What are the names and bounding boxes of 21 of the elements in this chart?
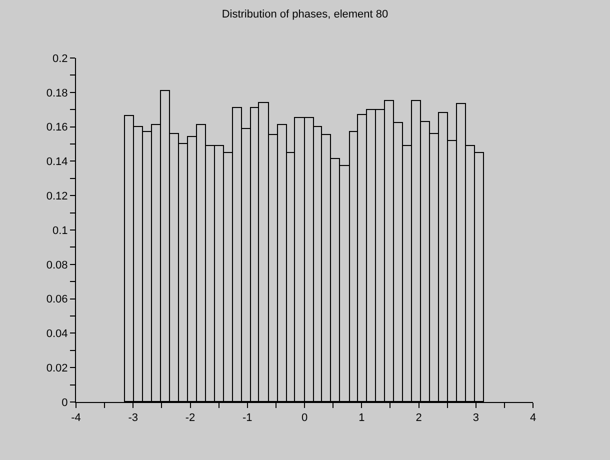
chart-title: Distribution of phases, element 80: [222, 8, 388, 21]
x-tick-label: 4: [530, 412, 536, 424]
x-tick-label: -3: [128, 412, 138, 424]
y-tick-label: 0.18: [46, 87, 68, 100]
y-tick-label: 0.2: [52, 52, 68, 65]
x-tick-label: -1: [242, 412, 252, 424]
y-tick-label: 0.04: [46, 328, 68, 340]
x-tick-label: -2: [185, 412, 196, 424]
y-tick-label: 0.08: [46, 259, 68, 272]
y-tick-label: 0.12: [46, 190, 68, 202]
y-tick-label: 0.14: [46, 156, 68, 168]
y-tick-label: 0.06: [46, 294, 68, 306]
x-tick-label: 3: [472, 412, 479, 424]
y-tick-label: 0.02: [46, 362, 68, 374]
x-tick-label: 2: [416, 412, 422, 424]
x-tick-label: 1: [358, 412, 365, 424]
x-tick-label: -4: [71, 412, 81, 424]
x-tick-label: 0: [301, 412, 308, 424]
y-tick-label: 0.1: [52, 224, 68, 237]
y-tick-label: 0: [62, 396, 68, 409]
y-tick-label: 0.16: [46, 122, 68, 134]
